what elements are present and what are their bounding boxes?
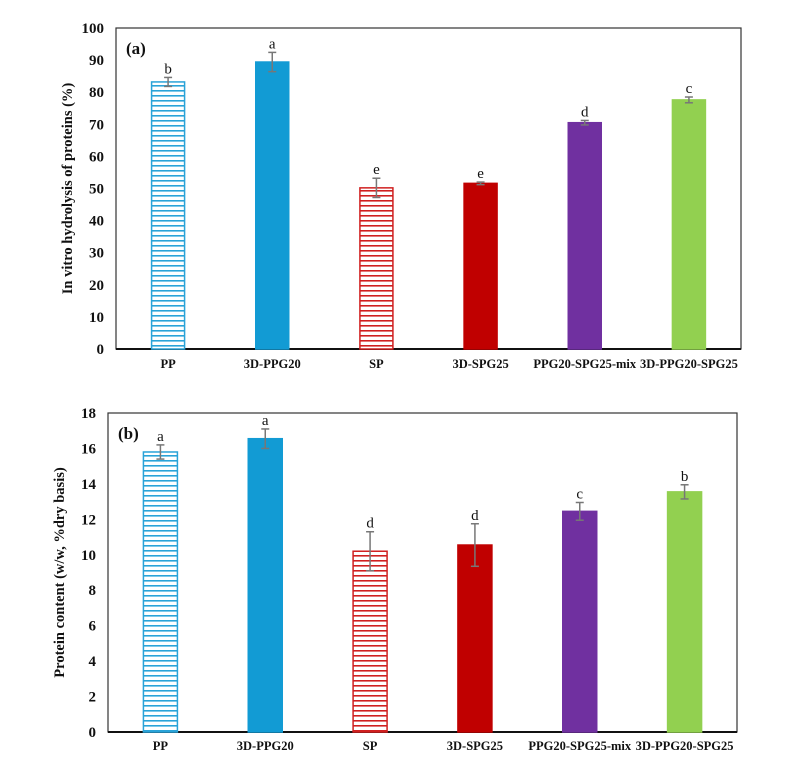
chart-a-hydrolysis: 0 10 20 30 40 50 60 70 80 90 100 In vitro hydrolysi…: [60, 21, 742, 371]
bar-pp: [150, 81, 186, 350]
x-category-label: 3D-PPG20: [237, 739, 294, 753]
y-tick-label: 14: [81, 477, 97, 493]
x-category-label: 3D-SPG25: [447, 739, 503, 753]
significance-letter: e: [373, 162, 380, 178]
significance-letter: d: [366, 516, 374, 532]
error-bar: [575, 501, 584, 521]
error-bar: [366, 530, 375, 572]
bar-3d-ppg20: [247, 437, 283, 733]
y-tick-label: 0: [89, 725, 97, 741]
x-category-label: PP: [153, 739, 169, 753]
significance-letter: e: [477, 166, 484, 182]
error-bar: [372, 177, 381, 199]
bar-3d-ppg20: [255, 61, 290, 350]
bar-3d-spg25: [457, 544, 493, 733]
y-tick-label: 50: [89, 182, 104, 198]
significance-letter: d: [581, 104, 589, 120]
error-bar: [680, 484, 689, 500]
significance-letter: c: [576, 486, 583, 502]
y-tick-label: 100: [82, 21, 105, 37]
x-category-label: PPG20-SPG25-mix: [528, 739, 632, 753]
bar-3d-ppg20-spg25: [666, 491, 703, 733]
panel-label: (a): [126, 39, 146, 58]
y-tick-label: 16: [81, 441, 97, 457]
x-category-label: 3D-PPG20: [244, 357, 301, 371]
bar-3d-ppg20-spg25: [671, 99, 707, 350]
y-tick-label: 90: [89, 53, 104, 69]
y-tick-label: 10: [89, 310, 104, 326]
significance-letter: c: [686, 81, 693, 97]
y-tick-label: 4: [89, 654, 97, 670]
significance-letter: b: [164, 61, 172, 77]
y-axis-label: In vitro hydrolysis of proteins (%): [60, 83, 76, 295]
y-tick-label: 40: [89, 214, 104, 230]
y-tick-label: 12: [81, 512, 96, 528]
error-bar: [268, 51, 277, 73]
error-bar: [476, 181, 485, 186]
y-tick-label: 70: [89, 117, 104, 133]
y-tick-label: 20: [89, 278, 104, 294]
plot-frame: [107, 412, 738, 733]
bar-ppg20-spg25-mix: [567, 121, 602, 350]
y-tick-label: 2: [89, 690, 97, 706]
y-tick-label: 30: [89, 246, 104, 262]
x-category-label: 3D-SPG25: [452, 357, 508, 371]
error-bar: [261, 428, 270, 450]
plot-frame: [115, 27, 742, 350]
significance-letter: d: [471, 508, 479, 524]
x-category-label: SP: [363, 739, 378, 753]
x-category-label: 3D-PPG20-SPG25: [636, 739, 734, 753]
panel-label: (b): [118, 424, 139, 443]
chart-b-protein-content: 0 2 4 6 8 10 12 14 16 18 Protein content (w/w, %dr…: [52, 406, 738, 753]
significance-letter: a: [157, 429, 164, 445]
y-axis-label: Protein content (w/w, %dry basis): [52, 467, 68, 678]
bar-pp: [142, 451, 179, 733]
y-tick-label: 6: [89, 619, 97, 635]
error-bar: [156, 444, 165, 460]
significance-letter: a: [262, 413, 269, 429]
significance-letter: a: [269, 36, 276, 52]
y-tick-label: 60: [89, 149, 104, 165]
bar-sp: [352, 550, 388, 733]
error-bar: [580, 119, 589, 126]
error-bar: [684, 96, 693, 104]
bar-ppg20-spg25-mix: [562, 510, 598, 733]
significance-letter: b: [681, 469, 689, 485]
y-tick-label: 80: [89, 85, 104, 101]
y-tick-label: 10: [81, 548, 96, 564]
y-tick-label: 18: [81, 406, 96, 422]
error-bar: [470, 523, 479, 568]
y-tick-label: 8: [89, 583, 97, 599]
y-tick-label: 0: [97, 342, 105, 358]
error-bar: [164, 76, 173, 88]
x-category-label: PP: [160, 357, 176, 371]
x-category-label: 3D-PPG20-SPG25: [640, 357, 738, 371]
bar-sp: [359, 187, 394, 350]
x-category-label: SP: [369, 357, 384, 371]
x-category-label: PPG20-SPG25-mix: [533, 357, 637, 371]
bar-3d-spg25: [463, 182, 498, 350]
